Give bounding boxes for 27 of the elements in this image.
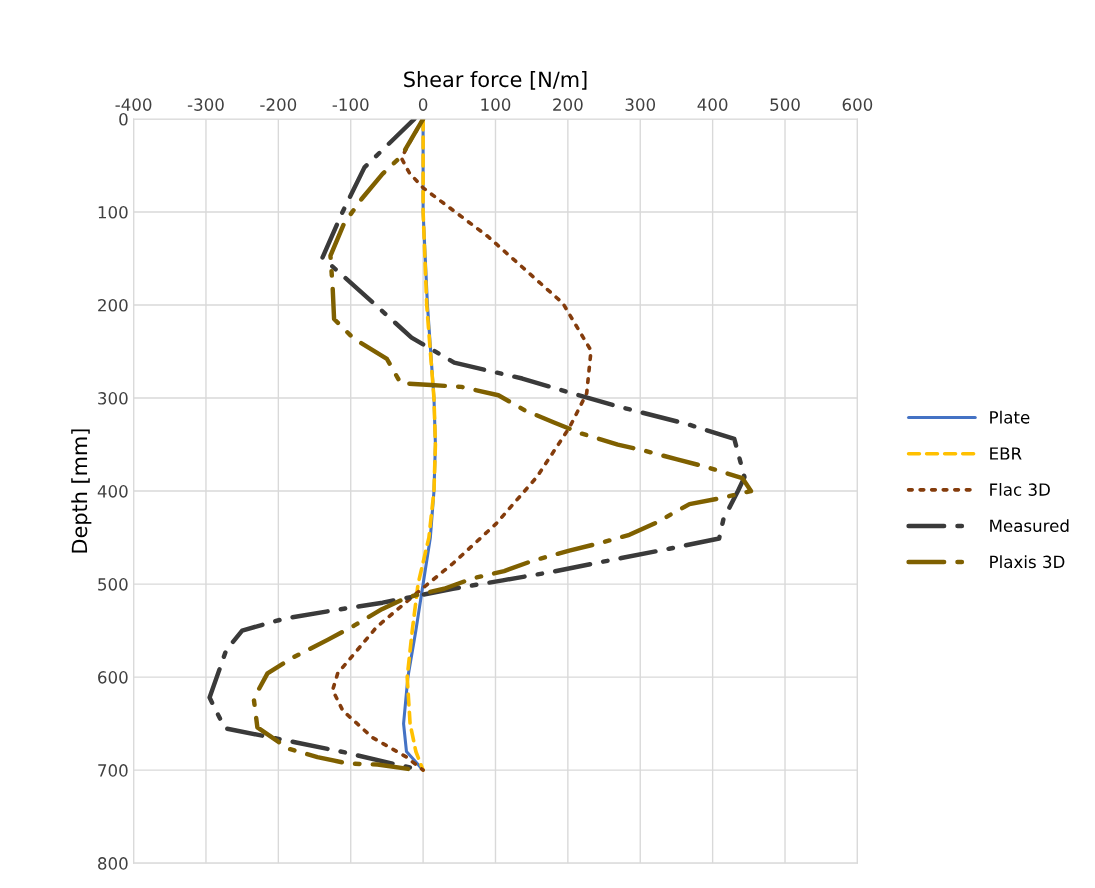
x-tick-label: 600 [842, 98, 873, 111]
y-tick-label: 200 [98, 298, 128, 312]
legend-label: Flac 3D [990, 483, 1050, 496]
legend-label: Measured [990, 519, 1069, 533]
legend-label: EBR [990, 447, 1022, 460]
x-tick-label: -100 [332, 98, 369, 111]
y-tick-label: 600 [98, 671, 128, 684]
y-tick-label: 100 [98, 205, 128, 219]
x-tick-label: -400 [115, 98, 152, 111]
x-tick-label: -200 [260, 98, 297, 111]
x-tick-label: -300 [187, 98, 224, 111]
x-tick-label: 500 [770, 98, 800, 111]
legend-label: Plaxis 3D [990, 555, 1065, 569]
y-tick-label: 300 [98, 392, 128, 405]
y-tick-label: 800 [98, 857, 128, 870]
x-axis-title: Shear force [N/m] [404, 71, 587, 90]
y-tick-label: 500 [98, 578, 128, 591]
x-tick-label: 100 [481, 98, 511, 111]
y-axis-title: Depth [mm] [71, 429, 92, 553]
x-tick-label: 400 [697, 98, 728, 111]
y-tick-label: 400 [97, 485, 128, 498]
x-tick-label: 0 [418, 98, 428, 111]
y-tick-label: 0 [119, 112, 128, 126]
y-tick-label: 700 [98, 764, 128, 777]
legend-label: Plate [990, 410, 1030, 424]
x-tick-label: 200 [553, 98, 583, 111]
x-tick-label: 300 [625, 98, 656, 111]
